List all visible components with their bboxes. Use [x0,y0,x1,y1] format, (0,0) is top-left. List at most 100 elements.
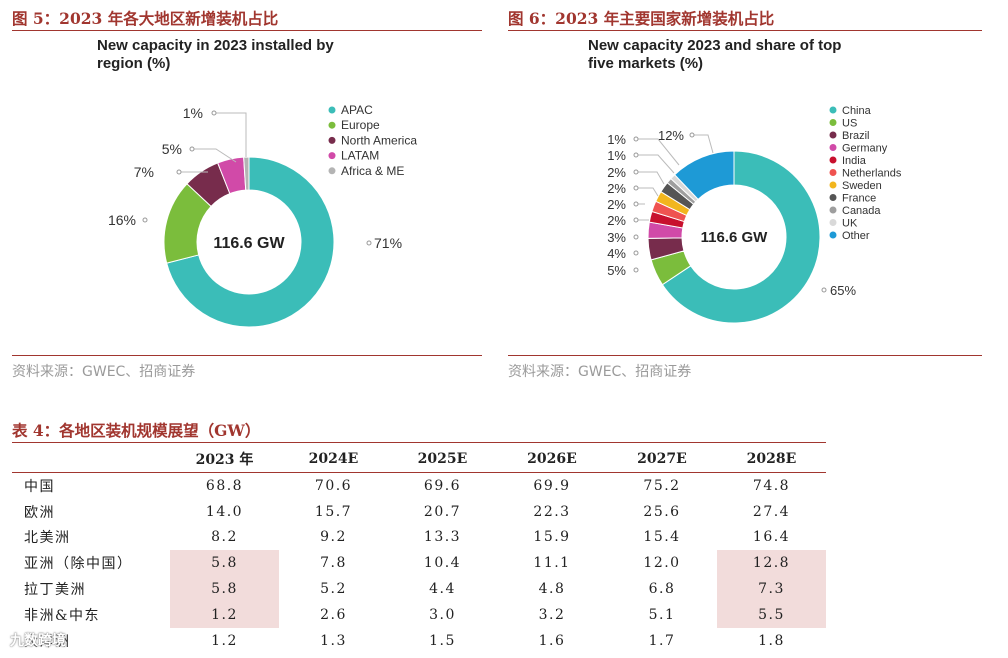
table-cell: 5.5 [717,601,826,628]
table-cell: 69.9 [533,477,571,494]
legend-label: Netherlands [842,168,902,180]
leader-line [636,187,659,197]
table-cell: 1.8 [758,632,785,649]
slice-china [661,150,821,324]
figure5-header: 图 5：2023 年各大地区新增装机占比 [12,8,482,31]
leader-dot [633,201,639,207]
table-cell: 70.6 [314,477,353,494]
table-cell: 3.2 [538,606,566,623]
table-cell: 12.8 [717,550,826,577]
table-cell: 15.4 [643,529,681,546]
slice-label: 7% [134,164,154,180]
table-cell: 27.4 [752,503,791,520]
table-cell: 15.7 [314,503,353,520]
table-cell: 14.0 [205,503,244,520]
legend-marker [328,136,336,144]
slice-label: 1% [183,105,203,121]
leader-dot [366,240,372,246]
table-cell: 75.2 [643,477,681,494]
table-cell: 1.6 [538,632,566,649]
table-cell: 6.8 [648,581,676,598]
column-header-year: 2027E [607,446,717,473]
slice-africa-me [243,156,250,191]
legend-marker [328,167,336,175]
table-cell: 12.0 [643,555,681,572]
legend-marker [829,206,837,214]
legend-label: China [842,105,872,117]
table-cell: 20.7 [423,503,462,520]
slice-label: 3% [607,230,626,245]
figure5-donut-chart: New capacity in 2023 installed by region… [97,37,417,328]
table-header-row: 2023 年 2024E 2025E 2026E 2027E 2028E [12,446,826,473]
leader-line [192,148,237,163]
slice-label: 16% [108,212,136,228]
table-cell: 5.1 [648,606,676,623]
legend-label: UK [842,218,858,230]
table-cell: 8.2 [211,529,238,546]
leader-line [636,171,665,185]
slice-label: 12% [658,128,684,143]
table-row: 亚洲（除中国） 5.8 7.8 10.4 11.1 12.0 12.8 [12,550,826,577]
chart-title-line: five markets (%) [588,55,703,72]
table-cell: 7.8 [320,555,347,572]
chart-title-line: New capacity 2023 and share of top [588,37,841,54]
legend-label: North America [341,133,417,147]
table-cell: 2.6 [320,606,347,623]
row-label: 非洲&中东 [24,607,100,624]
table-cell: 25.6 [643,503,681,520]
legend-marker [328,152,336,160]
legend-label: APAC [341,103,373,117]
legend-marker [829,119,837,126]
leader-dot [821,287,827,293]
table-row: 大洋洲 1.2 1.3 1.5 1.6 1.7 1.8 [12,628,826,654]
column-header-year: 2026E [497,446,607,473]
table-cell: 10.4 [423,555,462,572]
table-row: 欧洲 14.0 15.7 20.7 22.3 25.6 27.4 [12,499,826,525]
legend-marker [829,156,837,164]
slice-label: 5% [162,141,182,157]
legend-label: Brazil [842,130,870,142]
row-label: 中国 [24,478,55,495]
table-row: 非洲&中东 1.2 2.6 3.0 3.2 5.1 5.5 [12,601,826,628]
legend-label: France [842,193,876,205]
leader-dot [211,110,217,116]
slice-other [673,150,735,201]
slice-label: 4% [607,246,626,261]
legend-marker [829,194,837,201]
column-header-year: 2028E [717,446,826,473]
table-cell: 9.2 [320,529,347,546]
table-cell: 1.7 [648,632,676,649]
column-header-year: 2023 年 [170,446,279,473]
leader-line [692,134,714,154]
slice-label: 5% [607,263,626,278]
legend-marker [829,131,837,139]
table-cell: 3.0 [429,606,456,623]
legend-marker [829,181,837,189]
leader-dot [189,146,195,152]
legend-marker [829,169,837,176]
table-cell: 4.8 [538,581,566,598]
slice-label: 65% [830,283,856,298]
legend-label: US [842,118,857,130]
legend-marker [829,231,837,239]
legend-label: Europe [341,118,380,132]
leader-line [214,112,247,157]
figure5-source: 资料来源：GWEC、招商证券 [12,364,196,380]
table-cell: 5.8 [170,576,279,602]
legend-label: Africa & ME [341,164,404,178]
slice-label: 2% [607,197,626,212]
leader-dot [633,152,639,158]
legend-marker [328,106,336,114]
figure6-donut-chart: New capacity 2023 and share of top five … [588,37,902,324]
table-cell: 1.3 [320,632,347,649]
leader-dot [633,267,639,273]
row-label: 拉丁美洲 [24,582,86,599]
legend-label: Other [842,230,870,242]
chart-title-line: region (%) [97,55,170,72]
leader-dot [633,217,639,223]
column-header-region [12,446,170,473]
figure6-source: 资料来源：GWEC、招商证券 [508,364,692,380]
legend-marker [829,144,837,151]
table-cell: 16.4 [752,529,791,546]
slice-label: 2% [607,165,626,180]
